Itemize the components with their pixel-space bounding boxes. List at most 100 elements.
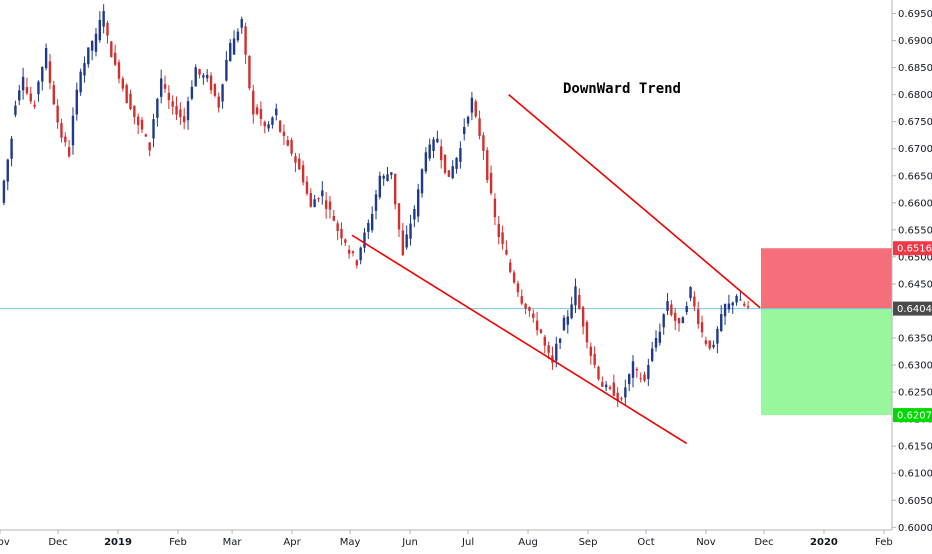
candle-body <box>225 59 228 81</box>
candle-body <box>393 173 397 205</box>
candle-body <box>520 296 523 304</box>
x-tick-label: Feb <box>875 537 893 548</box>
candle-body <box>221 84 224 102</box>
candle-body <box>129 93 132 110</box>
candle-body <box>482 135 485 151</box>
candle-body <box>18 90 21 101</box>
candle-body <box>67 147 71 157</box>
candle-body <box>424 152 428 172</box>
price-badge-label: 0.62075 <box>897 411 932 422</box>
candle-body <box>386 174 389 182</box>
candle-body <box>25 87 29 94</box>
candle-body <box>290 139 293 154</box>
candle-body <box>413 208 416 220</box>
candle-body <box>735 296 738 303</box>
candle-body <box>658 331 662 343</box>
candle-body <box>524 303 527 309</box>
candle-body <box>71 115 75 146</box>
candle-body <box>106 22 109 36</box>
candle-body <box>33 104 36 107</box>
candle-body <box>301 165 305 183</box>
candle-body <box>183 116 186 123</box>
candle-body <box>486 150 489 181</box>
take-profit-zone <box>761 308 892 416</box>
candle-body <box>259 109 263 119</box>
candle-body <box>670 304 673 315</box>
candle-body <box>612 382 616 396</box>
x-tick-label: 2019 <box>104 537 132 548</box>
candle-body <box>497 223 500 238</box>
candle-body <box>493 198 497 218</box>
candle-body <box>650 348 654 361</box>
candle-body <box>48 61 52 83</box>
candle-body <box>102 11 105 27</box>
candle-body <box>14 105 17 115</box>
candle-body <box>186 101 190 121</box>
candle-body <box>620 398 623 400</box>
x-tick-label: May <box>340 537 361 548</box>
candle-body <box>198 69 201 75</box>
x-tick-label: Dec <box>754 537 773 548</box>
trendline-upper[interactable] <box>508 94 761 309</box>
candle-body <box>697 309 700 324</box>
candle-body <box>148 142 151 151</box>
candle-body <box>409 223 412 239</box>
candle-body <box>704 340 708 344</box>
x-tick-label: Nov <box>0 537 10 548</box>
trend-annotation: DownWard Trend <box>563 81 681 97</box>
price-badge <box>893 301 932 316</box>
candle-body <box>309 193 312 207</box>
candle-body <box>562 317 566 331</box>
candle-body <box>278 120 282 132</box>
candle-body <box>374 194 378 211</box>
candle-body <box>271 117 274 125</box>
candle-body <box>140 119 144 130</box>
candle-body <box>255 107 259 114</box>
candle-body <box>202 75 205 78</box>
candle-body <box>436 138 439 143</box>
x-tick-label: Jul <box>461 537 474 548</box>
candle-body <box>463 126 466 135</box>
candle-body <box>727 303 731 310</box>
candle-body <box>340 229 343 239</box>
candle-body <box>723 304 727 317</box>
candle-body <box>608 387 612 389</box>
candle-body <box>64 136 67 143</box>
x-tick-label: Nov <box>696 537 716 548</box>
candle-body <box>213 84 217 96</box>
candle-body <box>528 307 531 311</box>
candle-body <box>712 344 715 348</box>
candle-body <box>267 124 270 129</box>
candle-body <box>232 38 236 55</box>
candle-body <box>240 18 243 28</box>
candle-body <box>370 213 374 231</box>
candle-body <box>217 96 220 108</box>
candle-body <box>136 116 140 126</box>
x-tick-label: Jun <box>401 537 418 548</box>
candle-body <box>478 118 481 137</box>
candle-body <box>37 81 40 95</box>
candle-body <box>355 260 359 266</box>
candle-body <box>244 26 247 55</box>
candle-body <box>90 41 94 51</box>
candle-body <box>75 89 78 115</box>
candle-body <box>677 317 681 324</box>
candle-body <box>639 378 642 380</box>
candle-body <box>716 328 719 344</box>
candle-body <box>627 374 631 385</box>
y-tick-label: 0.60000 <box>898 523 932 534</box>
candle-body <box>604 384 608 388</box>
trendline-lower[interactable] <box>351 234 688 445</box>
candle-body <box>363 232 366 248</box>
candle-body <box>282 131 286 137</box>
